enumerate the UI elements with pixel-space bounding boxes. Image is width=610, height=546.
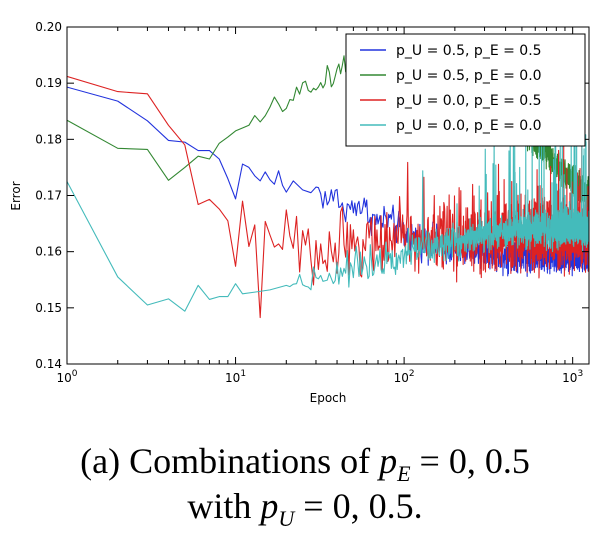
x-tick-label: 101 — [225, 369, 246, 385]
y-tick-label: 0.19 — [35, 76, 62, 90]
caption-line-1-prefix: (a) Combinations of — [80, 441, 380, 481]
caption-line-2: with pU = 0, 0.5. — [0, 485, 610, 532]
legend-box — [345, 33, 586, 147]
legend: p_U = 0.5, p_E = 0.5 p_U = 0.5, p_E = 0.0… — [345, 33, 586, 147]
caption-line-1-rest: = 0, 0.5 — [410, 441, 530, 481]
legend-label-2: p_U = 0.5, p_E = 0.0 — [396, 68, 542, 84]
ticks-layer: 100 101 102 103 0.14 0.15 0.16 0.17 0.18 0.19 0.20 — [35, 20, 589, 385]
y-tick-label: 0.15 — [35, 301, 62, 315]
series-line-4 — [67, 127, 589, 312]
y-axis-label: Error — [9, 181, 23, 210]
y-tick-label: 0.17 — [35, 189, 62, 203]
y-tick-label: 0.18 — [35, 132, 62, 146]
x-tick-label: 100 — [56, 369, 77, 385]
caption-line-2-sub: U — [278, 506, 295, 532]
series-line-3 — [67, 75, 589, 319]
caption-line-2-rest: = 0, 0.5. — [294, 486, 423, 526]
y-tick-label: 0.16 — [35, 245, 62, 259]
y-tick-label: 0.20 — [35, 20, 62, 34]
chart: 100 101 102 103 0.14 0.15 0.16 0.17 0.18 0.19 0.20… — [9, 20, 590, 405]
legend-label-1: p_U = 0.5, p_E = 0.5 — [396, 43, 542, 59]
legend-label-3: p_U = 0.0, p_E = 0.5 — [396, 93, 542, 109]
caption-line-1: (a) Combinations of pE = 0, 0.5 — [0, 440, 610, 487]
x-tick-label: 102 — [394, 369, 415, 385]
x-tick-label: 103 — [562, 369, 583, 385]
caption-line-2-prefix: with — [187, 486, 261, 526]
x-axis-label: Epoch — [310, 391, 347, 405]
caption-line-1-var: p — [379, 441, 398, 481]
caption-line-2-var: p — [260, 486, 279, 526]
y-tick-label: 0.14 — [35, 357, 62, 371]
legend-label-4: p_U = 0.0, p_E = 0.0 — [396, 118, 542, 134]
caption-line-1-sub: E — [397, 461, 411, 487]
